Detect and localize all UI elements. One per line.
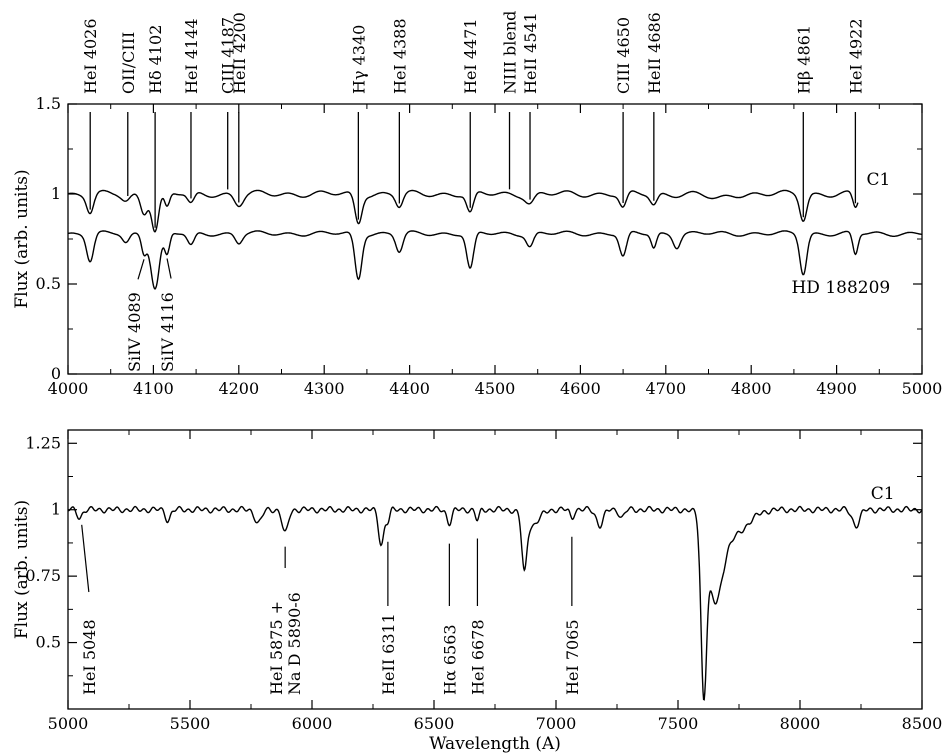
- x-tick-label: 5000: [48, 714, 89, 733]
- x-tick-label: 4500: [475, 379, 516, 398]
- line-id-label: HeI 4922: [846, 18, 865, 94]
- series-label: C1: [866, 170, 890, 190]
- line-id-marker-lower: [166, 258, 172, 279]
- line-id-marker-lower: [137, 259, 145, 280]
- spectrum-line-hd-188209: [67, 230, 923, 290]
- line-id-label: HeII 4541: [521, 12, 540, 94]
- lower-spectrum-panel: 5000 5500 6000 6500 7000 7500 8000 8500 0.5 0.75 1…: [12, 429, 943, 754]
- x-tick-label: 8000: [780, 714, 821, 733]
- plot-frame: [67, 429, 923, 710]
- x-tick-label: 4900: [816, 379, 857, 398]
- series-label: C1: [871, 484, 895, 504]
- line-id-label: HeI 4144: [182, 18, 201, 94]
- line-id-label-lower: SiIV 4089: [125, 292, 144, 372]
- line-id-marker: [81, 524, 90, 593]
- line-id-label: NIII blend: [501, 11, 520, 94]
- x-tick-label: 4000: [48, 379, 89, 398]
- plot-frame: [67, 103, 923, 375]
- line-id-label: Hγ 4340: [349, 25, 368, 94]
- y-tick-label: 0.75: [25, 566, 61, 585]
- line-id-label: Hβ 4861: [794, 25, 813, 94]
- line-id-label-2: Na D 5890-6: [285, 592, 304, 695]
- line-id-label-lower: SiIV 4116: [158, 292, 177, 372]
- line-id-label: Hα 6563: [440, 624, 459, 695]
- x-tick-label: 4300: [304, 379, 345, 398]
- spectrum-line-c1: [67, 505, 923, 701]
- spectrum-line-c1: [67, 189, 859, 233]
- line-id-label: HeI 6678: [468, 619, 487, 695]
- x-tick-label: 7000: [536, 714, 577, 733]
- line-id-label: HeII 4200: [230, 12, 249, 94]
- x-tick-label: 6000: [292, 714, 333, 733]
- line-id-label: HeI 7065: [563, 619, 582, 695]
- x-tick-label: 8500: [902, 714, 943, 733]
- line-id-label: CIII 4650: [614, 17, 633, 94]
- y-tick-label: 0: [51, 364, 61, 383]
- x-tick-label: 5000: [902, 379, 943, 398]
- x-tick-label: 5500: [170, 714, 211, 733]
- x-tick-label: 6500: [414, 714, 455, 733]
- line-id-label: CIII 4187: [219, 17, 238, 94]
- line-id-label: OII/CIII: [119, 32, 138, 94]
- y-tick-label: 0.5: [36, 633, 61, 652]
- line-id-label: HeI 4471: [461, 18, 480, 94]
- x-tick-label: 7500: [658, 714, 699, 733]
- y-axis-label: Flux (arb. units): [12, 500, 32, 639]
- x-axis-label: Wavelength (A): [429, 734, 561, 754]
- x-tick-label: 4800: [731, 379, 772, 398]
- line-id-label: HeI 5048: [80, 619, 99, 695]
- y-tick-label: 1: [51, 184, 61, 203]
- x-tick-label: 4400: [389, 379, 430, 398]
- x-tick-label: 4100: [133, 379, 174, 398]
- line-id-label: HeII 6311: [379, 613, 398, 695]
- y-tick-label: 1.5: [36, 94, 61, 113]
- line-id-label: HeI 4388: [390, 18, 409, 94]
- line-id-label: HeII 4686: [645, 12, 664, 94]
- y-axis-label: Flux (arb. units): [12, 169, 32, 308]
- x-tick-label: 4600: [560, 379, 601, 398]
- upper-spectrum-panel: 4000 4100 4200 4300 4400 4500 4600 4700 4800 4900…: [12, 11, 942, 398]
- x-tick-label: 4200: [218, 379, 259, 398]
- line-id-label: HeI 5875 +: [267, 601, 286, 695]
- y-tick-label: 1: [51, 500, 61, 519]
- line-id-label: HeI 4026: [81, 18, 100, 94]
- y-tick-label: 1.25: [25, 433, 61, 452]
- series-label: HD 188209: [791, 278, 890, 298]
- line-id-label: Hδ 4102: [146, 25, 165, 94]
- y-tick-label: 0.5: [36, 274, 61, 293]
- x-tick-label: 4700: [645, 379, 686, 398]
